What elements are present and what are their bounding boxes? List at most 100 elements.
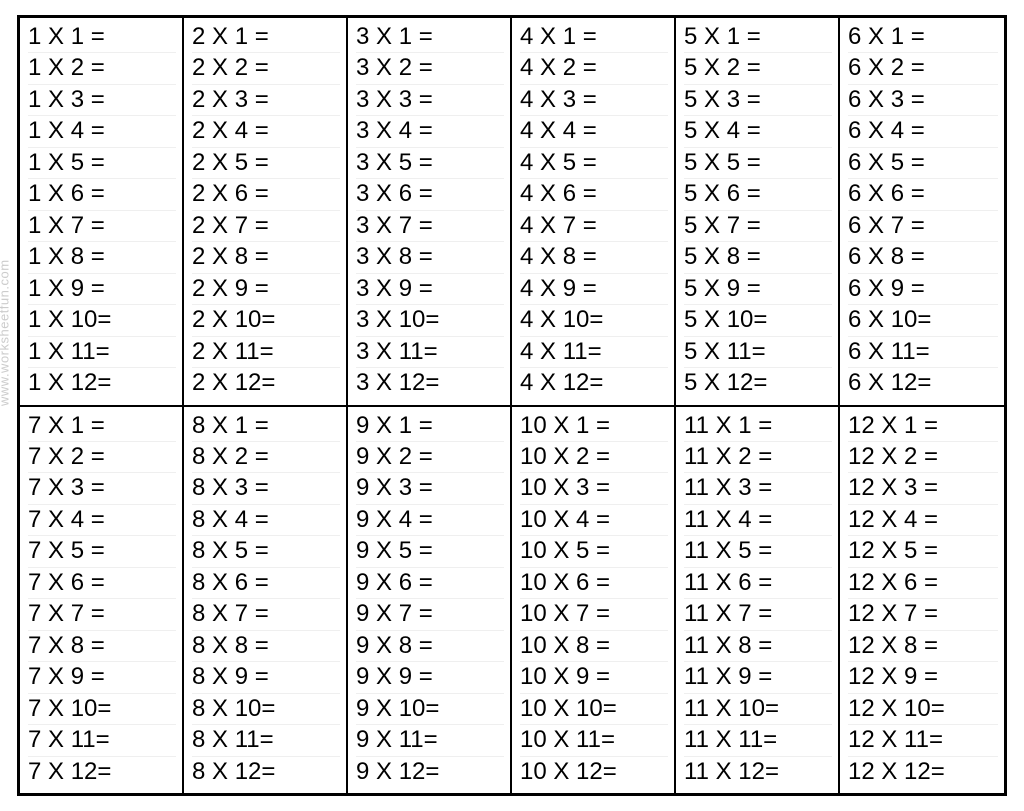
times-table-cell-3: 3 X 1 =3 X 2 =3 X 3 =3 X 4 =3 X 5 =3 X 6…	[348, 18, 512, 407]
equation-row: 5 X 6 =	[684, 179, 832, 210]
equation-row: 11 X 1 =	[684, 411, 832, 442]
equation-row: 10 X 7 =	[520, 599, 668, 630]
equation-row: 5 X 12=	[684, 368, 832, 398]
equation-row: 10 X 8 =	[520, 631, 668, 662]
equation-row: 4 X 7 =	[520, 211, 668, 242]
equation-row: 2 X 9 =	[192, 274, 340, 305]
equation-row: 3 X 7 =	[356, 211, 504, 242]
equation-row: 6 X 4 =	[848, 116, 998, 147]
equation-row: 6 X 3 =	[848, 85, 998, 116]
times-table-cell-7: 7 X 1 =7 X 2 =7 X 3 =7 X 4 =7 X 5 =7 X 6…	[20, 407, 184, 794]
equation-row: 2 X 1 =	[192, 22, 340, 53]
equation-row: 11 X 3 =	[684, 473, 832, 504]
equation-row: 10 X 10=	[520, 694, 668, 725]
equation-row: 1 X 12=	[28, 368, 176, 398]
equation-row: 5 X 11=	[684, 337, 832, 368]
equation-row: 5 X 2 =	[684, 53, 832, 84]
equation-row: 9 X 6 =	[356, 568, 504, 599]
equation-row: 6 X 12=	[848, 368, 998, 398]
equation-row: 2 X 11=	[192, 337, 340, 368]
equation-row: 1 X 1 =	[28, 22, 176, 53]
equation-row: 9 X 10=	[356, 694, 504, 725]
equation-row: 6 X 11=	[848, 337, 998, 368]
equation-row: 2 X 6 =	[192, 179, 340, 210]
equation-row: 9 X 1 =	[356, 411, 504, 442]
equation-row: 10 X 11=	[520, 725, 668, 756]
equation-row: 3 X 3 =	[356, 85, 504, 116]
equation-row: 6 X 1 =	[848, 22, 998, 53]
equation-row: 7 X 5 =	[28, 536, 176, 567]
equation-row: 5 X 10=	[684, 305, 832, 336]
equation-row: 1 X 5 =	[28, 148, 176, 179]
equation-row: 9 X 8 =	[356, 631, 504, 662]
equation-row: 8 X 1 =	[192, 411, 340, 442]
times-table-cell-10: 10 X 1 =10 X 2 =10 X 3 =10 X 4 =10 X 5 =…	[512, 407, 676, 794]
equation-row: 9 X 7 =	[356, 599, 504, 630]
equation-row: 12 X 3 =	[848, 473, 998, 504]
equation-row: 5 X 9 =	[684, 274, 832, 305]
equation-row: 8 X 6 =	[192, 568, 340, 599]
times-table-cell-8: 8 X 1 =8 X 2 =8 X 3 =8 X 4 =8 X 5 =8 X 6…	[184, 407, 348, 794]
equation-row: 4 X 3 =	[520, 85, 668, 116]
equation-row: 11 X 2 =	[684, 442, 832, 473]
equation-row: 8 X 11=	[192, 725, 340, 756]
equation-row: 9 X 9 =	[356, 662, 504, 693]
equation-row: 10 X 9 =	[520, 662, 668, 693]
equation-row: 10 X 3 =	[520, 473, 668, 504]
equation-row: 12 X 11=	[848, 725, 998, 756]
equation-row: 2 X 3 =	[192, 85, 340, 116]
equation-row: 5 X 4 =	[684, 116, 832, 147]
equation-row: 7 X 11=	[28, 725, 176, 756]
equation-row: 6 X 10=	[848, 305, 998, 336]
equation-row: 11 X 4 =	[684, 505, 832, 536]
equation-row: 1 X 11=	[28, 337, 176, 368]
equation-row: 7 X 2 =	[28, 442, 176, 473]
equation-row: 1 X 4 =	[28, 116, 176, 147]
equation-row: 8 X 8 =	[192, 631, 340, 662]
equation-row: 1 X 3 =	[28, 85, 176, 116]
equation-row: 3 X 11=	[356, 337, 504, 368]
equation-row: 3 X 5 =	[356, 148, 504, 179]
equation-row: 4 X 9 =	[520, 274, 668, 305]
times-table-cell-5: 5 X 1 =5 X 2 =5 X 3 =5 X 4 =5 X 5 =5 X 6…	[676, 18, 840, 407]
equation-row: 8 X 2 =	[192, 442, 340, 473]
times-table-cell-2: 2 X 1 =2 X 2 =2 X 3 =2 X 4 =2 X 5 =2 X 6…	[184, 18, 348, 407]
equation-row: 5 X 7 =	[684, 211, 832, 242]
equation-row: 1 X 9 =	[28, 274, 176, 305]
equation-row: 3 X 1 =	[356, 22, 504, 53]
equation-row: 3 X 12=	[356, 368, 504, 398]
equation-row: 3 X 10=	[356, 305, 504, 336]
equation-row: 10 X 4 =	[520, 505, 668, 536]
equation-row: 8 X 10=	[192, 694, 340, 725]
equation-row: 4 X 1 =	[520, 22, 668, 53]
equation-row: 2 X 12=	[192, 368, 340, 398]
equation-row: 3 X 2 =	[356, 53, 504, 84]
equation-row: 12 X 5 =	[848, 536, 998, 567]
equation-row: 7 X 3 =	[28, 473, 176, 504]
equation-row: 6 X 2 =	[848, 53, 998, 84]
equation-row: 5 X 1 =	[684, 22, 832, 53]
equation-row: 7 X 1 =	[28, 411, 176, 442]
times-table-cell-4: 4 X 1 =4 X 2 =4 X 3 =4 X 4 =4 X 5 =4 X 6…	[512, 18, 676, 407]
equation-row: 7 X 12=	[28, 757, 176, 787]
equation-row: 3 X 4 =	[356, 116, 504, 147]
equation-row: 8 X 12=	[192, 757, 340, 787]
equation-row: 11 X 10=	[684, 694, 832, 725]
equation-row: 8 X 9 =	[192, 662, 340, 693]
equation-row: 10 X 1 =	[520, 411, 668, 442]
equation-row: 2 X 7 =	[192, 211, 340, 242]
equation-row: 10 X 2 =	[520, 442, 668, 473]
equation-row: 4 X 5 =	[520, 148, 668, 179]
equation-row: 9 X 12=	[356, 757, 504, 787]
equation-row: 12 X 4 =	[848, 505, 998, 536]
equation-row: 4 X 6 =	[520, 179, 668, 210]
equation-row: 10 X 12=	[520, 757, 668, 787]
equation-row: 11 X 6 =	[684, 568, 832, 599]
times-table-cell-12: 12 X 1 =12 X 2 =12 X 3 =12 X 4 =12 X 5 =…	[840, 407, 1004, 794]
equation-row: 11 X 9 =	[684, 662, 832, 693]
equation-row: 12 X 8 =	[848, 631, 998, 662]
equation-row: 2 X 5 =	[192, 148, 340, 179]
equation-row: 8 X 5 =	[192, 536, 340, 567]
equation-row: 9 X 3 =	[356, 473, 504, 504]
equation-row: 4 X 10=	[520, 305, 668, 336]
